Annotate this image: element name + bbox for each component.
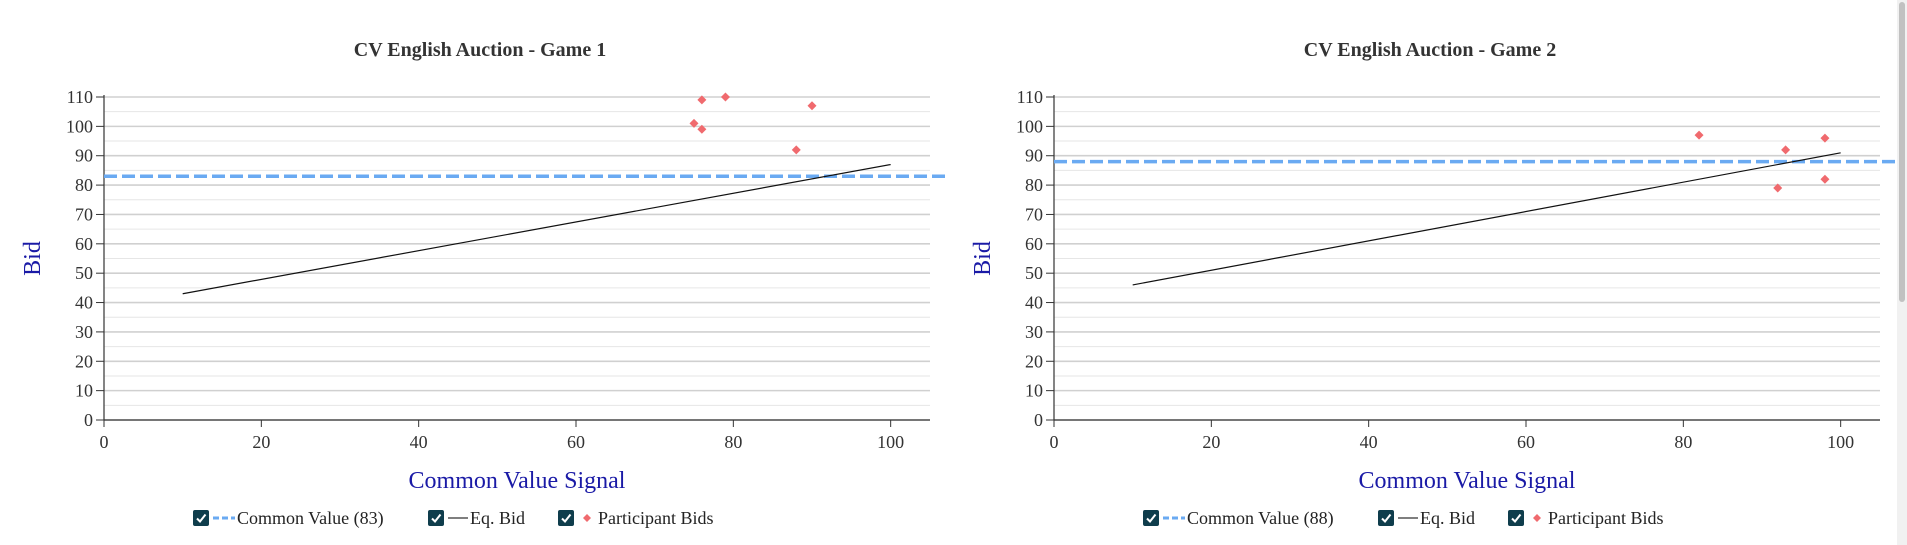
legend-item-eq-bid[interactable]: Eq. Bid (1378, 505, 1475, 531)
y-tick-label: 60 (1025, 234, 1043, 254)
x-tick-label: 80 (1674, 432, 1692, 452)
y-tick-label: 100 (1016, 116, 1043, 136)
checkbox-eq-bid[interactable] (1378, 510, 1394, 526)
y-tick-label: 110 (67, 87, 93, 107)
diamond-icon (583, 514, 591, 522)
participant-bid-point (1781, 145, 1791, 155)
participant-bid-point (1694, 130, 1704, 140)
y-tick-label: 90 (1025, 146, 1043, 166)
x-tick-label: 60 (1517, 432, 1535, 452)
y-tick-label: 40 (75, 293, 93, 313)
x-tick-label: 0 (1050, 432, 1059, 452)
y-tick-label: 60 (75, 234, 93, 254)
legend-label-participant-bids: Participant Bids (1548, 507, 1664, 528)
checkbox-eq-bid[interactable] (428, 510, 444, 526)
y-tick-label: 0 (84, 410, 93, 430)
y-tick-label: 40 (1025, 293, 1043, 313)
checkbox-participant-bids[interactable] (558, 510, 574, 526)
x-tick-label: 0 (100, 432, 109, 452)
line-icon (1398, 517, 1418, 519)
dashed-line-icon (213, 516, 235, 520)
legend: Common Value (83) Eq. Bid Participant Bi… (0, 505, 950, 531)
dashed-line-icon (1163, 516, 1185, 520)
check-icon (196, 513, 207, 524)
y-tick-label: 70 (75, 204, 93, 224)
chart-svg-game-1: CV English Auction - Game 1 0 10 20 30 40 50 60… (20, 39, 946, 494)
check-icon (431, 513, 442, 524)
x-tick-label: 40 (410, 432, 428, 452)
participant-bid-point (807, 101, 817, 111)
y-tick-label: 10 (75, 381, 93, 401)
chart-svg-game-2: CV English Auction - Game 2 0 10 20 30 40 50 60… (970, 39, 1896, 494)
y-tick-label: 50 (75, 263, 93, 283)
chart-panel-game-2: CV English Auction - Game 2 0 10 20 30 40 50 60… (950, 0, 1900, 545)
participant-bid-point (1820, 174, 1830, 184)
chart-panel-game-1: CV English Auction - Game 1 0 10 20 30 40 50 60… (0, 0, 950, 545)
legend-item-common-value[interactable]: Common Value (83) (193, 505, 384, 531)
legend-item-participant-bids[interactable]: Participant Bids (1508, 505, 1664, 531)
check-icon (1511, 513, 1522, 524)
x-tick-label: 20 (1202, 432, 1220, 452)
x-tick-label: 60 (567, 432, 585, 452)
participant-bid-point (791, 145, 801, 155)
participant-bid-point (1773, 183, 1783, 193)
y-tick-label: 70 (1025, 204, 1043, 224)
checkbox-participant-bids[interactable] (1508, 510, 1524, 526)
y-axis-label: Bid (20, 241, 46, 276)
legend-item-eq-bid[interactable]: Eq. Bid (428, 505, 525, 531)
participant-bid-point (720, 92, 730, 102)
legend: Common Value (88) Eq. Bid Participant Bi… (950, 505, 1900, 531)
x-axis-label: Common Value Signal (409, 468, 626, 494)
x-tick-label: 40 (1360, 432, 1378, 452)
y-tick-label: 0 (1034, 410, 1043, 430)
x-tick-label: 100 (1827, 432, 1854, 452)
check-icon (1381, 513, 1392, 524)
participant-bid-point (697, 124, 707, 134)
legend-item-participant-bids[interactable]: Participant Bids (558, 505, 714, 531)
y-tick-label: 80 (75, 175, 93, 195)
checkbox-common-value[interactable] (193, 510, 209, 526)
legend-item-common-value[interactable]: Common Value (88) (1143, 505, 1334, 531)
y-axis-label: Bid (970, 241, 996, 276)
y-tick-label: 10 (1025, 381, 1043, 401)
eq-bid-line (182, 163, 891, 295)
x-tick-label: 20 (252, 432, 270, 452)
y-tick-label: 100 (66, 116, 93, 136)
y-tick-label: 30 (75, 322, 93, 342)
legend-label-common-value: Common Value (88) (1187, 507, 1334, 528)
participant-bid-point (1820, 133, 1830, 143)
legend-label-common-value: Common Value (83) (237, 507, 384, 528)
y-tick-label: 90 (75, 146, 93, 166)
diamond-icon (1533, 514, 1541, 522)
y-tick-label: 20 (1025, 351, 1043, 371)
legend-label-eq-bid: Eq. Bid (470, 507, 526, 528)
checkbox-common-value[interactable] (1143, 510, 1159, 526)
y-tick-label: 110 (1017, 87, 1043, 107)
y-tick-label: 50 (1025, 263, 1043, 283)
check-icon (1146, 513, 1157, 524)
check-icon (561, 513, 572, 524)
x-tick-label: 80 (724, 432, 742, 452)
participant-bid-point (689, 118, 699, 128)
line-icon (448, 517, 468, 519)
participant-bid-point (697, 95, 707, 105)
eq-bid-line (1132, 152, 1841, 286)
legend-label-eq-bid: Eq. Bid (1420, 507, 1476, 528)
chart-title: CV English Auction - Game 2 (1304, 39, 1556, 61)
legend-label-participant-bids: Participant Bids (598, 507, 714, 528)
x-axis-label: Common Value Signal (1359, 468, 1576, 494)
y-tick-label: 80 (1025, 175, 1043, 195)
chart-title: CV English Auction - Game 1 (354, 39, 606, 61)
scrollbar-thumb[interactable] (1899, 2, 1905, 302)
x-tick-label: 100 (877, 432, 904, 452)
y-tick-label: 20 (75, 351, 93, 371)
y-tick-label: 30 (1025, 322, 1043, 342)
